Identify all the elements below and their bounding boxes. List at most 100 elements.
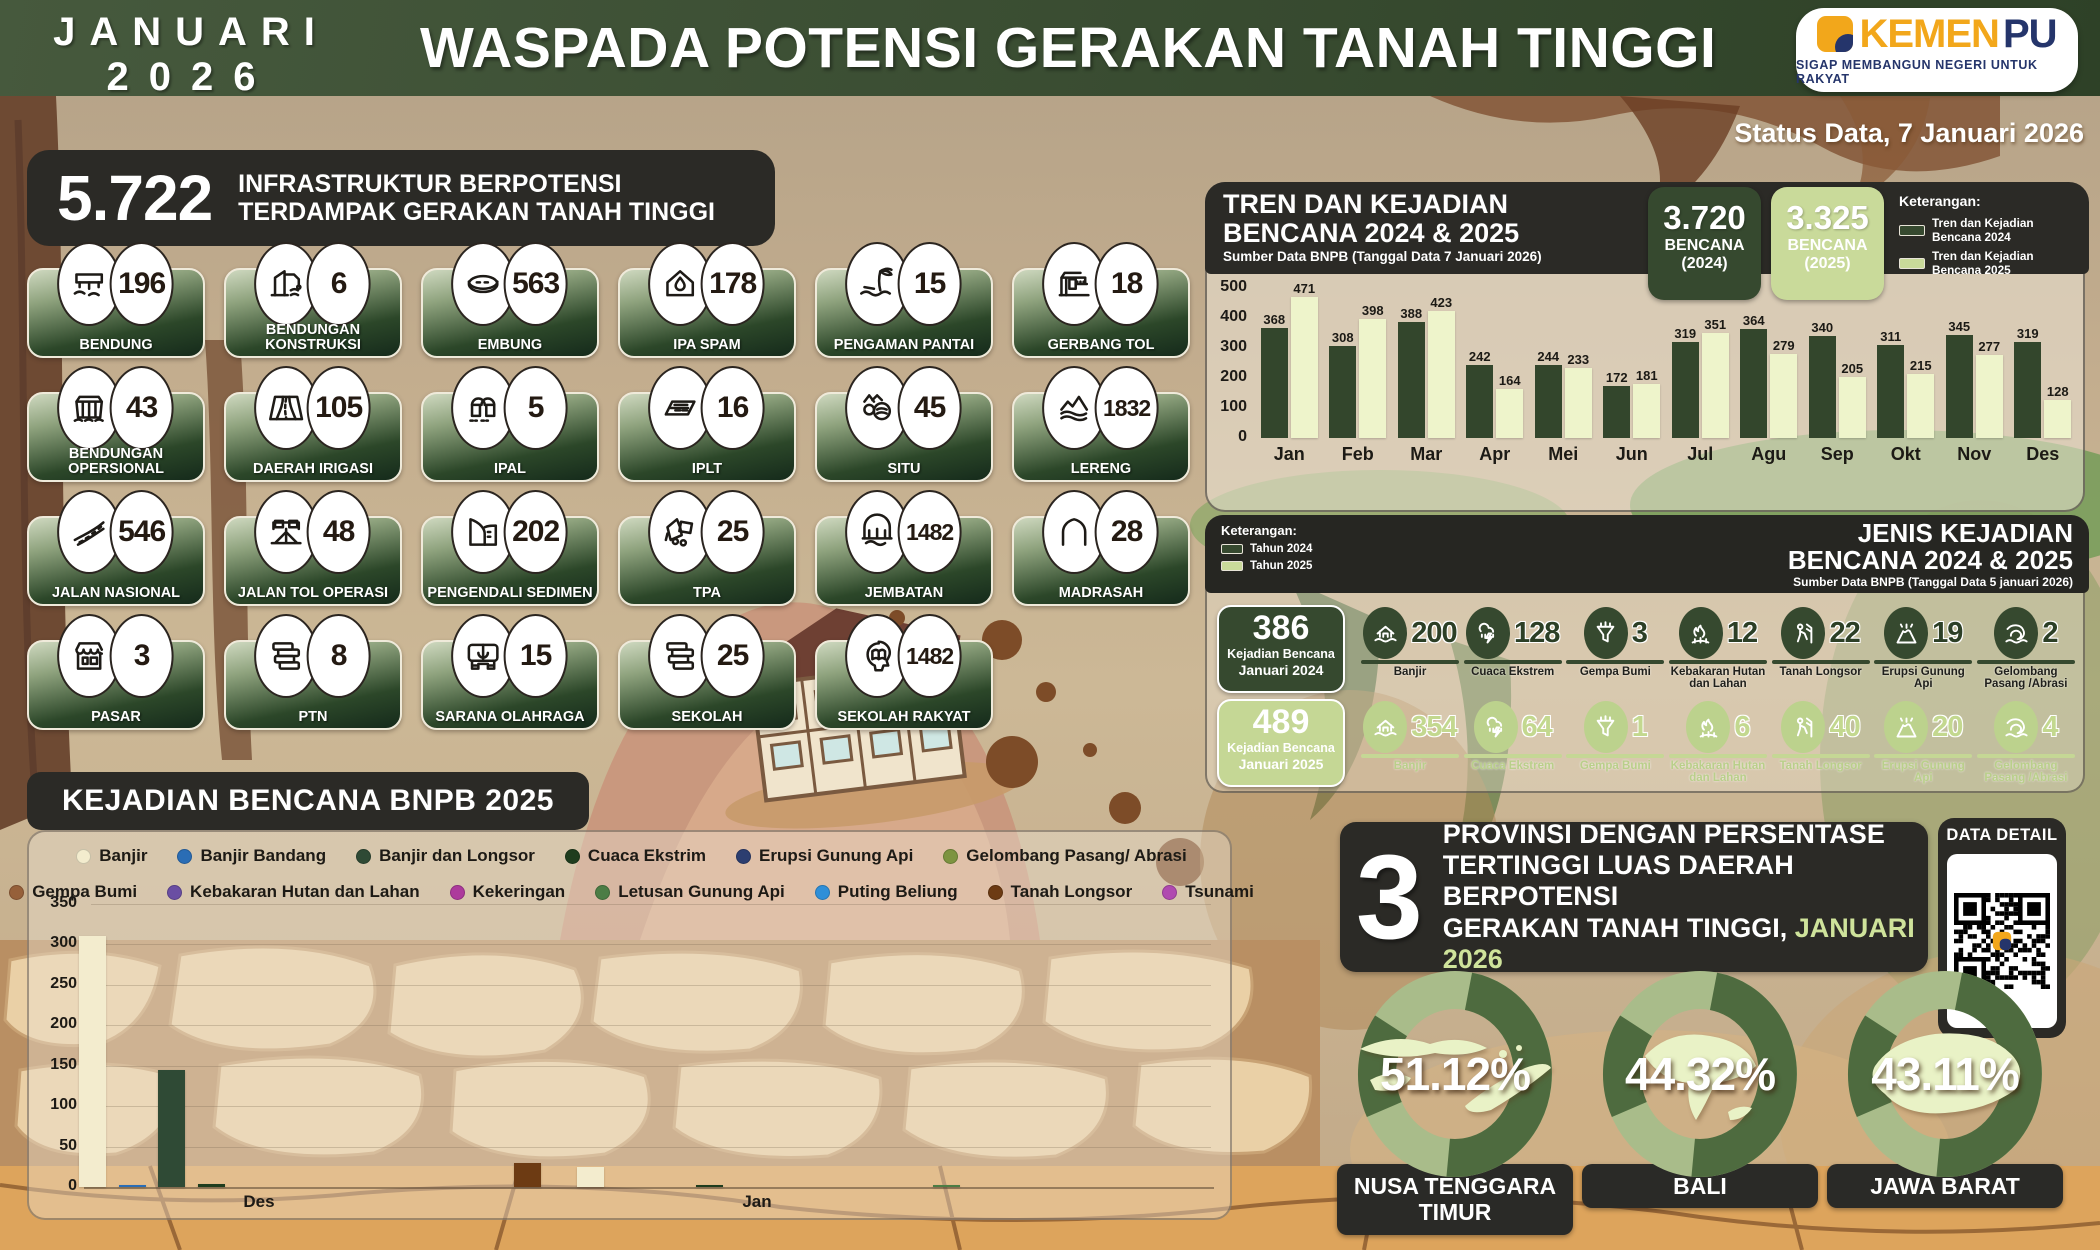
forest-fire-icon [1678, 607, 1723, 659]
tren-y-tick: 300 [1220, 338, 1247, 355]
tren-bar: 345 [1945, 318, 1973, 438]
infra-card: 546 JALAN NASIONAL [27, 490, 205, 608]
bridge-icon [845, 490, 910, 574]
bnpb-chart-panel: Banjir Banjir Bandang Banjir dan Longsor Cu… [9, 830, 1254, 1220]
infra-label: SARANA OLAHRAGA [435, 708, 585, 725]
jenis-count: 354 [1411, 710, 1457, 743]
tren-x-label: Agu [1751, 444, 1787, 464]
tren-bar: 364 [1740, 312, 1768, 438]
bnpb-legend-item: Banjir dan Longsor [356, 846, 535, 866]
bnpb-legend-item: Puting Beliung [814, 882, 958, 902]
tren-bar: 351 [1701, 317, 1729, 438]
landslide-funnel-icon [1583, 607, 1628, 659]
infra-count: 178 [700, 242, 765, 326]
page-title: WASPADA POTENSI GERAKAN TANAH TINGGI [420, 16, 1717, 80]
jenis-category-label: Gempa Bumi [1579, 666, 1651, 678]
tren-bar: 128 [2044, 384, 2072, 438]
tren-bar-value: 340 [1811, 320, 1834, 335]
infra-count: 105 [306, 366, 371, 450]
bali-map [1645, 1034, 1756, 1120]
tren-bar: 319 [2014, 326, 2042, 438]
tren-bar-value: 345 [1948, 318, 1971, 334]
tren-y-tick: 500 [1220, 278, 1247, 295]
jenis-category-label: Erupsi Gunung Api [1881, 760, 1965, 785]
infra-label: SEKOLAH [671, 708, 743, 725]
tren-month-group: 340 205 [1803, 284, 1872, 438]
infra-count: 43 [109, 366, 174, 450]
tren-bar: 181 [1633, 368, 1661, 438]
infra-count: 16 [700, 366, 765, 450]
bnpb-bar-banjir [79, 936, 106, 1187]
tren-month-group: 242 164 [1461, 284, 1530, 438]
jenis-count: 2 [2042, 616, 2058, 649]
stat-2024-pill: 3.720 BENCANA (2024) [1648, 187, 1761, 300]
tren-bar-value: 205 [1841, 360, 1864, 376]
infra-count: 5 [503, 366, 568, 450]
provinces-count: 3 [1356, 830, 1423, 964]
tren-x-label: Jul [1687, 444, 1714, 464]
infra-card-bg [815, 516, 993, 606]
jenis-total-box: 489 Kejadian Bencana Januari 2025 [1217, 699, 1345, 787]
infra-card: 15 PENGAMAN PANTAI [815, 242, 993, 360]
tren-bar: 308 [1329, 330, 1357, 438]
jenis-count: 3 [1631, 616, 1648, 649]
infra-card: 5 IPAL [421, 366, 599, 484]
flood-house-icon [1363, 701, 1408, 753]
legend-swatch [1899, 257, 1925, 269]
jenis-count: 64 [1521, 710, 1553, 743]
infra-label: BENDUNG [79, 336, 153, 353]
tren-bar-value: 311 [1880, 328, 1902, 344]
bnpb-y-tick: 50 [59, 1136, 77, 1154]
headline-highlight: JANUARI 2026 [1442, 912, 1915, 974]
tren-month-group: 319 351 [1666, 284, 1735, 438]
legend-dot [167, 884, 183, 900]
tren-bar-value: 244 [1537, 348, 1560, 364]
wave-icon [1994, 701, 2039, 753]
jenis-category: 200 Banjir [1359, 607, 1461, 691]
infra-card: 6 BENDUNGAN KONSTRUKSI [224, 242, 402, 360]
tren-bar-value: 423 [1430, 295, 1453, 311]
infra-card: 15 SARANA OLAHRAGA [421, 614, 599, 732]
jenis-count: 6 [1734, 710, 1750, 743]
tren-bar-value: 279 [1772, 338, 1795, 354]
tren-bar: 277 [1975, 339, 2003, 438]
bnpb-y-tick: 150 [50, 1055, 77, 1073]
jenis-category: 12 Kebakaran Hutan dan Lahan [1667, 607, 1769, 691]
donut-ring [1603, 971, 1797, 1177]
tren-x-label: Mar [1410, 444, 1443, 464]
jenis-count: 20 [1932, 710, 1963, 743]
tren-bar-value: 364 [1742, 312, 1765, 328]
tren-source: Sumber Data BNPB (Tanggal Data 7 Januari… [1223, 249, 1542, 264]
infra-label: EMBUNG [477, 336, 543, 353]
jenis-category-label: Gelombang Pasang /Abrasi [1984, 760, 2068, 785]
infrastructure-total-value: 5.722 [57, 162, 213, 234]
legend-dot [449, 884, 465, 900]
tren-bar: 172 [1603, 370, 1631, 438]
period-month: JANUARI [53, 10, 329, 54]
legend-dot [177, 848, 193, 864]
infra-count: 196 [109, 242, 174, 326]
bnpb-bar-cuaca-ekstrim [197, 1183, 225, 1187]
jenis-row-januari-2025: 489 Kejadian Bencana Januari 2025 354 Ba… [1217, 699, 2077, 787]
legend-dot [987, 884, 1003, 900]
tren-bar: 244 [1534, 348, 1562, 438]
jenis-category-label: Tanah Longsor [1779, 666, 1862, 678]
bnpb-bar-letusan-gunung-api [932, 1185, 960, 1187]
infra-card: 18 GERBANG TOL [1012, 242, 1190, 360]
infra-label: JALAN TOL OPERASI [237, 584, 389, 601]
tren-month-group: 388 423 [1392, 284, 1461, 438]
infra-card: 3 PASAR [27, 614, 205, 732]
infra-card: 43 BENDUNGAN OPERSIONAL [27, 366, 205, 484]
province-ring-bali: 44.32% [1592, 962, 1808, 1186]
jenis-category: 64 Cuaca Ekstrem [1462, 701, 1564, 785]
jenis-category-label: Banjir [1393, 760, 1427, 772]
jenis-category: 22 Tanah Longsor [1770, 607, 1872, 691]
infra-count: 1832 [1094, 366, 1159, 450]
header-band: JANUARI 2026 WASPADA POTENSI GERAKAN TAN… [0, 0, 2100, 99]
bnpb-legend-row: Gempa Bumi Kebakaran Hutan dan Lahan Keker… [9, 882, 1254, 902]
infra-label: DAERAH IRIGASI [252, 460, 374, 477]
tren-x-label: Apr [1479, 444, 1511, 464]
bnpb-legend-item: Letusan Gunung Api [595, 882, 785, 902]
tren-month-group: 364 279 [1735, 284, 1804, 438]
legend-dot [943, 848, 959, 864]
